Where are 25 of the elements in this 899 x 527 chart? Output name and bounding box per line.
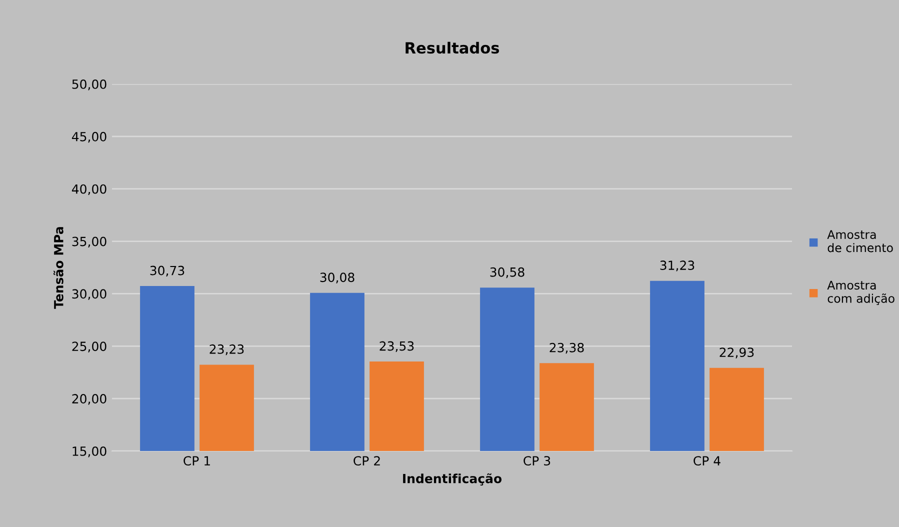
y-tick-label: 35,00: [72, 236, 106, 248]
data-label: 22,93: [720, 348, 754, 358]
data-label: 30,58: [490, 267, 524, 278]
data-label: 30,08: [320, 272, 354, 284]
y-tick-label: 45,00: [72, 132, 106, 143]
data-label: 30,73: [150, 266, 184, 277]
data-label: 23,53: [380, 341, 414, 352]
y-tick-label: 50,00: [72, 79, 106, 90]
data-label: 23,23: [210, 344, 244, 356]
x-tick-label: CP 2: [354, 456, 380, 466]
y-tick-label: 20,00: [72, 394, 106, 405]
y-tick-label: 40,00: [72, 184, 106, 196]
y-axis-title: Tensão MPa: [53, 227, 64, 309]
data-label: 31,23: [660, 260, 694, 272]
data-label: 23,38: [550, 342, 584, 354]
x-tick-label: CP 3: [524, 456, 550, 466]
x-tick-label: CP 1: [184, 456, 210, 466]
chart-title: Resultados: [406, 42, 500, 54]
y-tick-label: 25,00: [72, 342, 106, 352]
y-tick-label: 30,00: [72, 289, 106, 300]
y-tick-label: 15,00: [72, 446, 106, 458]
x-tick-label: CP 4: [694, 456, 720, 466]
legend-label: Amostra de cimento: [827, 230, 893, 252]
legend-label: Amostra com adição: [827, 280, 894, 305]
x-axis-title: Indentificação: [403, 473, 502, 486]
